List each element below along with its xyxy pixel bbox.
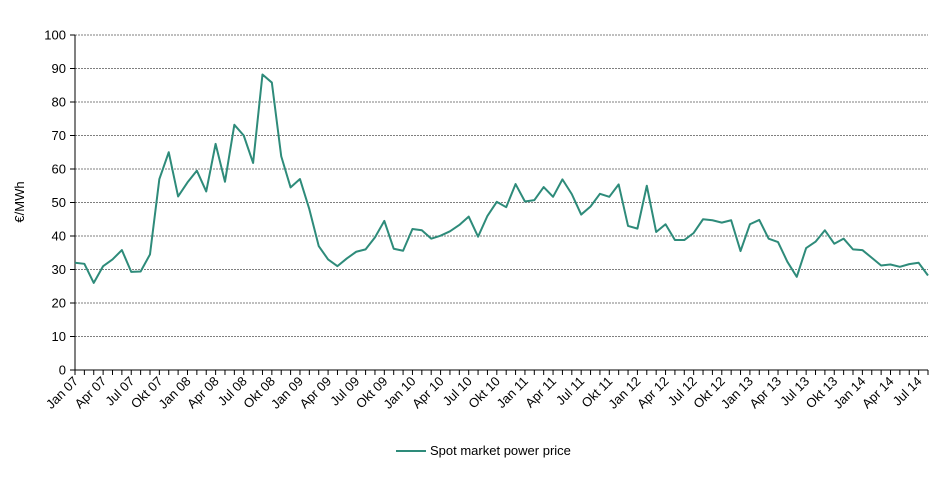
x-tick-label: Apr 08 [184,374,222,412]
x-tick-label: Apr 11 [522,374,559,411]
x-tick-label: Jul 14 [890,374,925,409]
x-tick-label: Jan 13 [718,374,756,412]
y-tick-label: 40 [52,229,66,244]
y-tick-label: 30 [52,262,66,277]
x-tick-label: Jan 11 [494,374,532,412]
series-group [74,73,929,284]
y-tick-label: 0 [59,363,66,378]
y-tick-label: 80 [52,95,66,110]
x-tick-label: Jan 09 [268,374,306,412]
x-tick-label: Jan 07 [43,374,81,412]
x-tick-label: Jan 10 [380,374,418,412]
y-axis-ticks: 0 10 20 30 40 50 60 70 80 90 100 [44,28,75,378]
gridlines [75,34,928,337]
y-tick-label: 50 [52,195,66,210]
x-tick-label: Apr 07 [72,374,110,412]
x-tick-label: Jan 12 [605,374,643,412]
y-tick-label: 100 [44,28,66,43]
legend-label: Spot market power price [430,443,571,458]
y-tick-label: 90 [52,61,66,76]
series-line [74,73,929,284]
y-tick-label: 60 [52,162,66,177]
y-tick-label: 70 [52,128,66,143]
x-tick-label: Apr 12 [634,374,672,412]
x-tick-label: Jan 14 [830,374,868,412]
y-tick-label: 10 [52,329,66,344]
x-tick-label: Jan 08 [155,374,193,412]
x-tick-label: Apr 10 [409,374,447,412]
x-tick-label: Apr 09 [297,374,335,412]
legend: Spot market power price [396,443,571,458]
x-tick-label: Apr 13 [746,374,784,412]
y-tick-label: 20 [52,296,66,311]
y-axis-label: €/MWh [12,181,27,222]
x-tick-label: Apr 14 [859,374,897,412]
